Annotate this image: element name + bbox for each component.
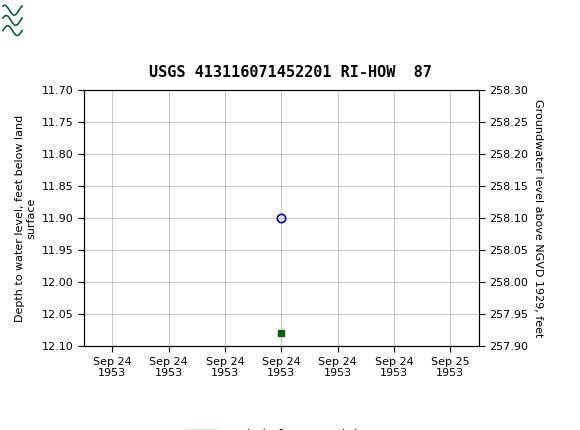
Y-axis label: Depth to water level, feet below land
surface: Depth to water level, feet below land su… bbox=[14, 115, 37, 322]
Text: USGS: USGS bbox=[24, 13, 71, 28]
Y-axis label: Groundwater level above NGVD 1929, feet: Groundwater level above NGVD 1929, feet bbox=[534, 99, 543, 338]
Text: USGS 413116071452201 RI-HOW  87: USGS 413116071452201 RI-HOW 87 bbox=[148, 64, 432, 80]
Legend: Period of approved data: Period of approved data bbox=[180, 424, 382, 430]
FancyBboxPatch shape bbox=[3, 3, 52, 37]
